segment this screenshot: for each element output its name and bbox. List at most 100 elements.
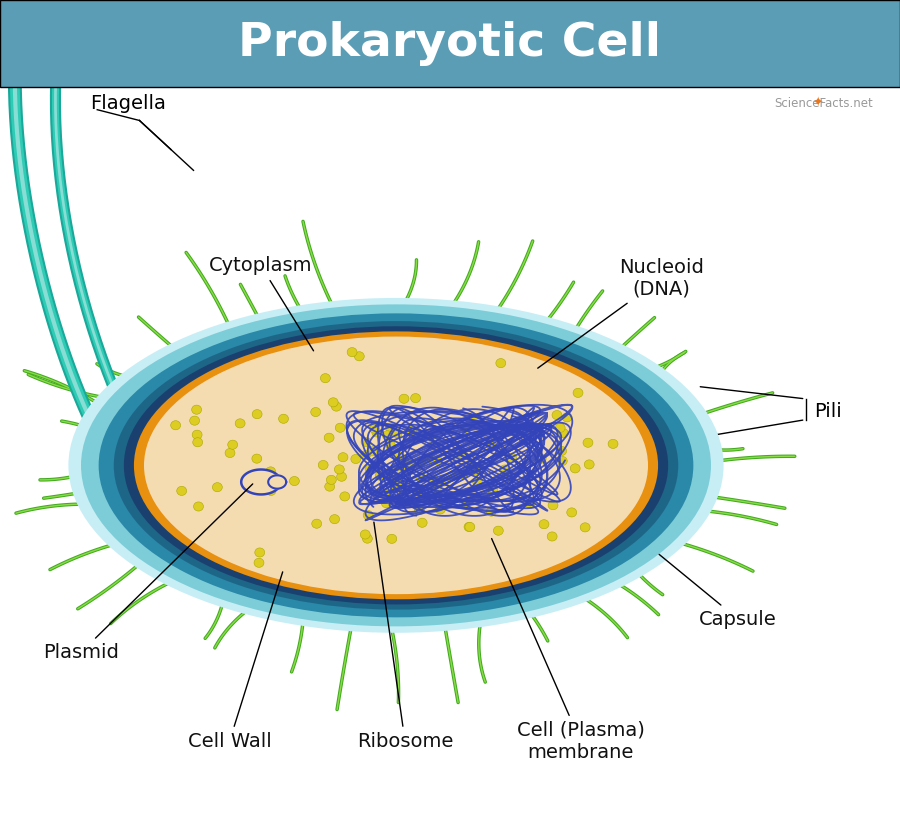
- Circle shape: [385, 440, 395, 450]
- Circle shape: [493, 526, 503, 535]
- Circle shape: [429, 436, 439, 445]
- Circle shape: [465, 523, 475, 532]
- Circle shape: [320, 374, 330, 383]
- Circle shape: [399, 485, 409, 494]
- Circle shape: [557, 446, 567, 455]
- Circle shape: [472, 466, 482, 475]
- Circle shape: [361, 437, 371, 446]
- Circle shape: [360, 530, 370, 539]
- Circle shape: [347, 347, 357, 356]
- Circle shape: [555, 423, 565, 432]
- Circle shape: [412, 485, 422, 494]
- Circle shape: [488, 485, 498, 494]
- Polygon shape: [241, 470, 281, 494]
- Text: ✦: ✦: [813, 96, 824, 110]
- Circle shape: [372, 428, 382, 437]
- Ellipse shape: [68, 297, 724, 633]
- Circle shape: [407, 426, 417, 435]
- Circle shape: [225, 449, 235, 458]
- Circle shape: [365, 465, 375, 474]
- Circle shape: [547, 532, 557, 541]
- Ellipse shape: [124, 327, 668, 604]
- Circle shape: [399, 394, 409, 403]
- Text: Plasmid: Plasmid: [43, 484, 253, 661]
- Circle shape: [290, 476, 300, 485]
- Circle shape: [486, 440, 496, 450]
- Circle shape: [476, 461, 486, 470]
- Circle shape: [414, 505, 424, 514]
- Circle shape: [327, 475, 337, 484]
- Circle shape: [412, 487, 422, 496]
- Circle shape: [382, 499, 392, 508]
- Ellipse shape: [144, 337, 648, 594]
- Circle shape: [429, 476, 439, 485]
- Text: Nucleoid
(DNA): Nucleoid (DNA): [537, 258, 704, 368]
- Circle shape: [461, 423, 471, 432]
- Circle shape: [338, 453, 348, 462]
- Circle shape: [355, 352, 365, 361]
- Circle shape: [558, 429, 568, 438]
- Circle shape: [228, 440, 238, 450]
- Circle shape: [439, 477, 449, 486]
- Circle shape: [405, 460, 415, 470]
- Circle shape: [449, 471, 459, 480]
- Circle shape: [458, 450, 468, 459]
- Circle shape: [266, 486, 276, 495]
- Circle shape: [567, 508, 577, 517]
- Circle shape: [255, 548, 265, 557]
- Circle shape: [472, 477, 482, 486]
- Circle shape: [397, 462, 407, 471]
- Circle shape: [176, 486, 186, 495]
- Text: Flagella: Flagella: [90, 95, 166, 113]
- Circle shape: [325, 482, 335, 491]
- Circle shape: [311, 519, 321, 529]
- Circle shape: [457, 470, 467, 479]
- Circle shape: [441, 475, 451, 484]
- Circle shape: [460, 499, 470, 509]
- Text: Prokaryotic Cell: Prokaryotic Cell: [238, 21, 662, 66]
- Circle shape: [392, 429, 402, 438]
- Circle shape: [386, 486, 396, 495]
- Circle shape: [436, 504, 446, 514]
- Ellipse shape: [99, 313, 693, 617]
- Circle shape: [324, 433, 334, 442]
- Circle shape: [279, 414, 289, 423]
- Circle shape: [364, 510, 374, 519]
- Circle shape: [415, 460, 425, 469]
- Circle shape: [382, 430, 392, 440]
- Circle shape: [433, 456, 443, 465]
- Circle shape: [557, 456, 567, 465]
- Circle shape: [580, 523, 590, 532]
- Text: Pili: Pili: [814, 402, 842, 420]
- Circle shape: [193, 430, 202, 440]
- Circle shape: [193, 438, 202, 447]
- Circle shape: [548, 500, 558, 509]
- Circle shape: [539, 519, 549, 529]
- Polygon shape: [268, 475, 286, 489]
- Circle shape: [252, 410, 262, 419]
- Circle shape: [370, 424, 380, 433]
- Circle shape: [387, 534, 397, 543]
- Circle shape: [328, 398, 338, 407]
- Circle shape: [367, 447, 377, 456]
- Circle shape: [608, 440, 618, 449]
- Circle shape: [388, 467, 398, 476]
- Circle shape: [254, 558, 264, 568]
- Circle shape: [310, 407, 320, 416]
- Circle shape: [552, 411, 562, 420]
- Circle shape: [351, 455, 361, 464]
- Ellipse shape: [113, 321, 679, 610]
- Circle shape: [340, 492, 350, 501]
- Circle shape: [464, 523, 474, 532]
- Circle shape: [467, 461, 477, 470]
- Circle shape: [526, 499, 536, 509]
- Circle shape: [424, 454, 434, 463]
- Circle shape: [386, 473, 396, 482]
- Circle shape: [486, 507, 496, 516]
- Circle shape: [336, 423, 346, 432]
- Circle shape: [410, 394, 420, 403]
- Circle shape: [502, 471, 512, 480]
- Circle shape: [194, 502, 203, 511]
- Text: Cytoplasm: Cytoplasm: [209, 257, 313, 351]
- Circle shape: [192, 406, 202, 415]
